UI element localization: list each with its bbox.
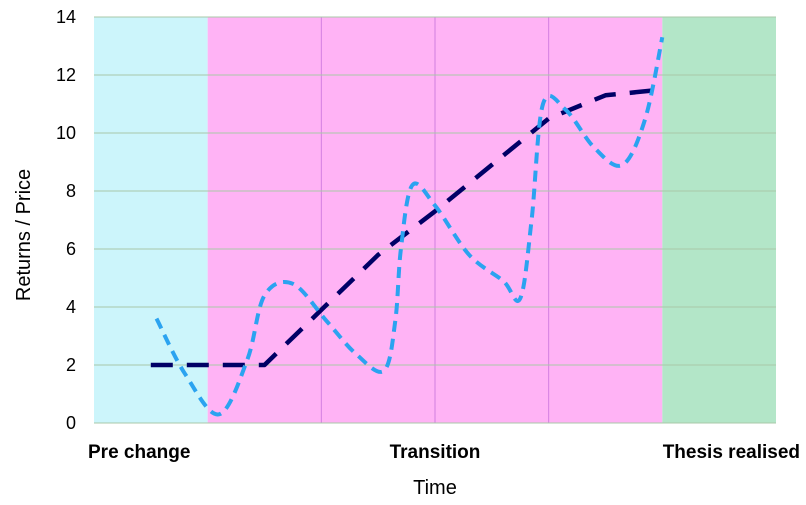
y-tick-label: 12 xyxy=(56,65,76,85)
x-phase-label: Thesis realised xyxy=(663,442,800,463)
y-tick-label: 14 xyxy=(56,7,76,27)
y-tick-label: 4 xyxy=(66,297,76,317)
y-tick-label: 8 xyxy=(66,181,76,201)
phase-dividers xyxy=(320,17,550,423)
x-axis-label: Time xyxy=(413,477,457,499)
phase-region-3 xyxy=(662,17,776,423)
x-phase-label: Pre change xyxy=(88,442,190,463)
x-phase-label: Transition xyxy=(390,442,481,463)
y-tick-label: 0 xyxy=(66,413,76,433)
y-tick-label: 10 xyxy=(56,123,76,143)
series-line-2 xyxy=(154,36,665,417)
y-tick-label: 2 xyxy=(66,355,76,375)
series-lines xyxy=(150,36,665,417)
y-tick-label: 6 xyxy=(66,239,76,259)
phase-region-1 xyxy=(94,17,208,423)
y-tick-labels: 0 2 4 6 8 10 12 14 xyxy=(56,7,76,433)
y-axis-label: Returns / Price xyxy=(13,169,35,301)
series-line-1 xyxy=(150,87,663,368)
x-phase-labels: Pre change Transition Thesis realised xyxy=(88,442,800,463)
